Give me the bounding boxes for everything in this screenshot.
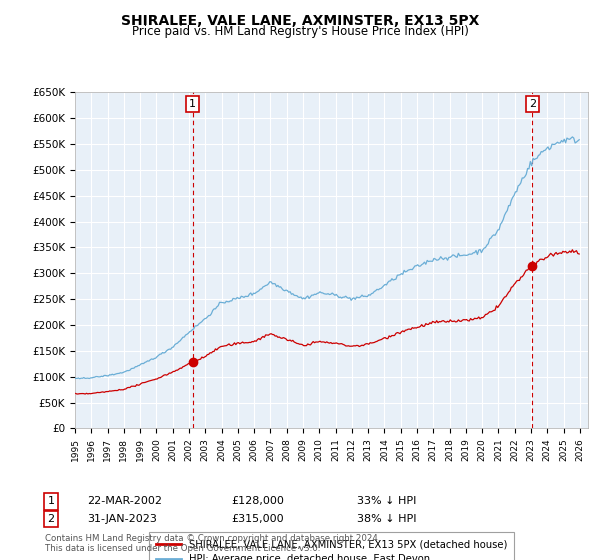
Text: 22-MAR-2002: 22-MAR-2002 — [87, 496, 162, 506]
Text: 2: 2 — [47, 514, 55, 524]
Text: Contains HM Land Registry data © Crown copyright and database right 2024.
This d: Contains HM Land Registry data © Crown c… — [45, 534, 380, 553]
Text: £315,000: £315,000 — [231, 514, 284, 524]
Legend: SHIRALEE, VALE LANE, AXMINSTER, EX13 5PX (detached house), HPI: Average price, d: SHIRALEE, VALE LANE, AXMINSTER, EX13 5PX… — [149, 532, 514, 560]
Text: Price paid vs. HM Land Registry's House Price Index (HPI): Price paid vs. HM Land Registry's House … — [131, 25, 469, 38]
Text: 1: 1 — [47, 496, 55, 506]
Text: SHIRALEE, VALE LANE, AXMINSTER, EX13 5PX: SHIRALEE, VALE LANE, AXMINSTER, EX13 5PX — [121, 14, 479, 28]
Text: £128,000: £128,000 — [231, 496, 284, 506]
Text: 31-JAN-2023: 31-JAN-2023 — [87, 514, 157, 524]
Text: 33% ↓ HPI: 33% ↓ HPI — [357, 496, 416, 506]
Text: 38% ↓ HPI: 38% ↓ HPI — [357, 514, 416, 524]
Text: 2: 2 — [529, 99, 536, 109]
Text: 1: 1 — [189, 99, 196, 109]
